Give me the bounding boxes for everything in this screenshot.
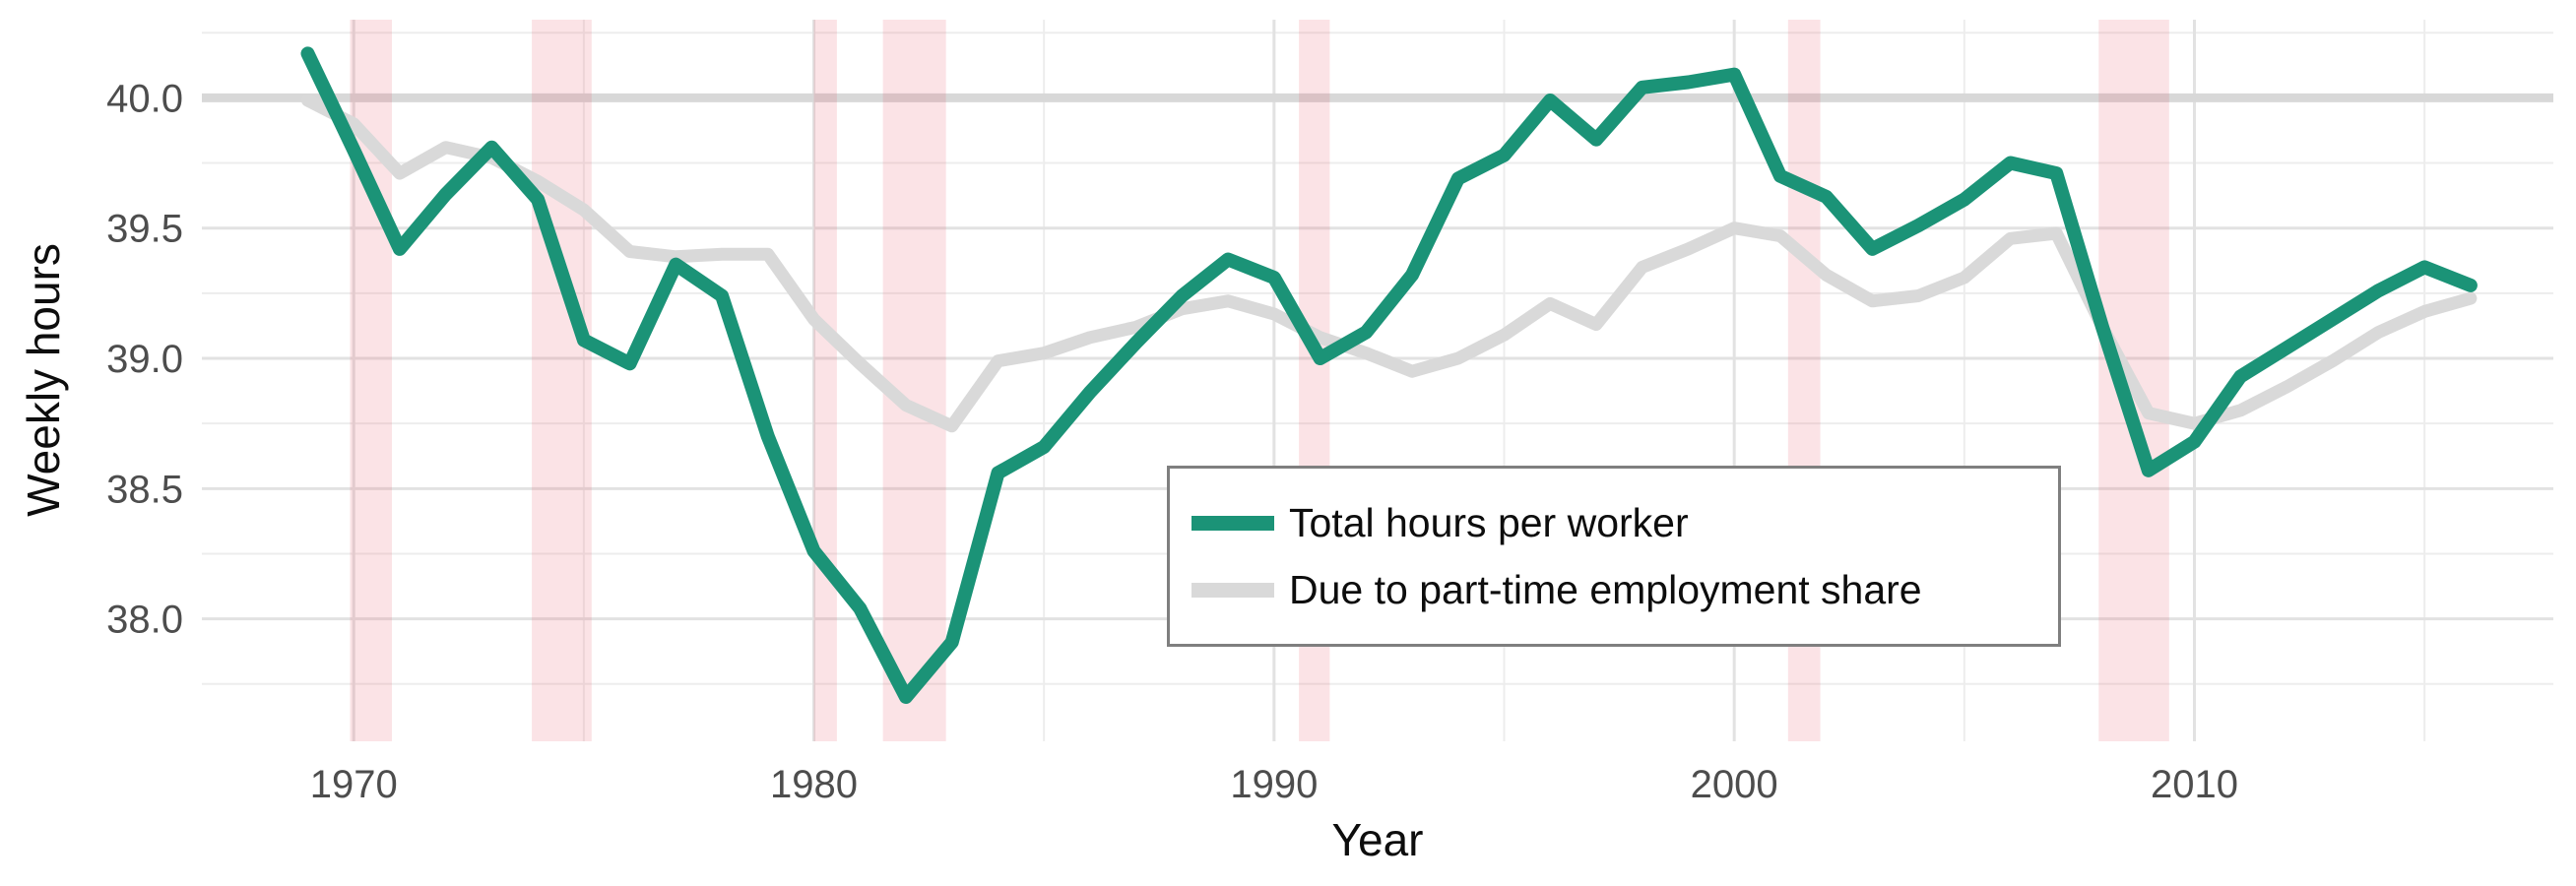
recession-band: [532, 20, 592, 741]
legend-item-total-hours: Total hours per worker: [1191, 496, 2058, 549]
x-axis-tick-label: 1980: [770, 763, 858, 806]
recession-band: [813, 20, 837, 741]
x-axis-tick-label: 1990: [1230, 763, 1318, 806]
legend-box: Total hours per worker Due to part-time …: [1167, 466, 2061, 647]
y-axis-tick-label: 38.0: [106, 599, 183, 642]
x-axis-tick-label: 2010: [2151, 763, 2238, 806]
recession-band: [882, 20, 946, 741]
y-axis-title: Weekly hours: [18, 243, 69, 517]
legend-swatch-part-time: [1191, 582, 1274, 598]
x-axis-tick-label: 2000: [1691, 763, 1778, 806]
series-line-total-hours: [300, 46, 2478, 704]
y-axis-tick-label: 38.5: [106, 468, 183, 511]
y-axis-tick-label: 40.0: [106, 77, 183, 120]
legend-label-total-hours: Total hours per worker: [1289, 499, 1689, 545]
legend-label-part-time: Due to part-time employment share: [1289, 566, 1922, 612]
y-axis-tick-label: 39.5: [106, 208, 183, 251]
x-axis-title: Year: [1331, 814, 1424, 865]
legend-item-part-time: Due to part-time employment share: [1191, 563, 2058, 616]
x-axis-tick-label: 1970: [310, 763, 398, 806]
y-axis-tick-label: 39.0: [106, 338, 183, 381]
legend-swatch-total-hours: [1191, 515, 1274, 531]
